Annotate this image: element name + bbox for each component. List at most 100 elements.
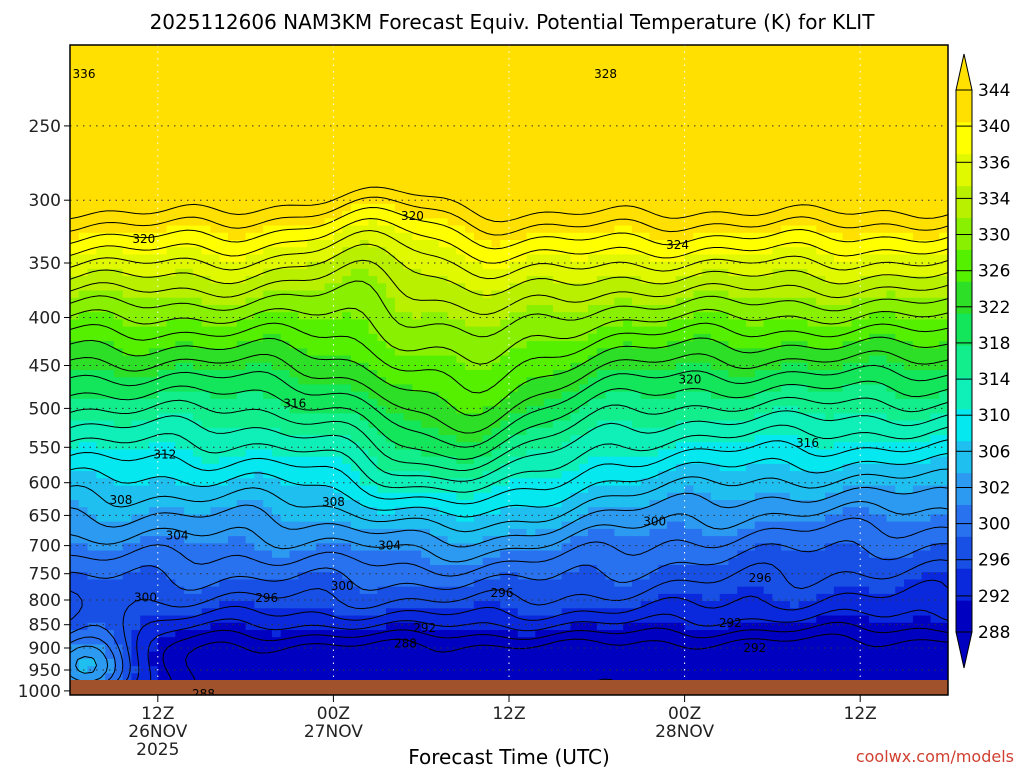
field-cell bbox=[500, 297, 510, 306]
field-cell bbox=[157, 203, 168, 212]
field-cell bbox=[561, 348, 572, 357]
field-cell bbox=[719, 146, 730, 154]
field-cell bbox=[772, 319, 782, 328]
field-cell bbox=[737, 95, 747, 104]
field-cell bbox=[465, 297, 475, 306]
field-cell bbox=[702, 175, 712, 183]
field-cell bbox=[702, 268, 712, 277]
field-cell bbox=[403, 283, 414, 292]
field-cell bbox=[535, 247, 545, 256]
field-cell bbox=[517, 117, 528, 126]
field-cell bbox=[333, 297, 343, 306]
field-cell bbox=[631, 45, 642, 53]
field-cell bbox=[667, 261, 677, 270]
field-cell bbox=[930, 66, 940, 75]
field-cell bbox=[825, 268, 835, 277]
field-cell bbox=[78, 355, 89, 364]
field-cell bbox=[851, 211, 861, 219]
field-cell bbox=[315, 81, 326, 89]
field-cell bbox=[289, 240, 299, 248]
field-cell bbox=[781, 59, 791, 68]
field-cell bbox=[359, 225, 370, 234]
field-cell bbox=[149, 45, 159, 53]
field-cell bbox=[96, 326, 106, 335]
field-cell bbox=[763, 59, 773, 68]
field-cell bbox=[693, 45, 703, 53]
field-cell bbox=[579, 88, 589, 97]
field-cell bbox=[754, 203, 765, 212]
field-cell bbox=[219, 131, 229, 140]
field-cell bbox=[447, 45, 457, 53]
field-cell bbox=[210, 196, 220, 205]
field-cell bbox=[333, 59, 343, 68]
field-cell bbox=[851, 153, 861, 162]
field-cell bbox=[271, 117, 282, 126]
field-cell bbox=[456, 45, 466, 53]
field-cell bbox=[342, 95, 352, 104]
temperature-fill bbox=[70, 45, 948, 695]
field-cell bbox=[763, 240, 773, 248]
field-cell bbox=[359, 261, 370, 270]
field-cell bbox=[236, 312, 247, 321]
field-cell bbox=[772, 182, 782, 191]
field-cell bbox=[113, 268, 124, 277]
field-cell bbox=[307, 110, 317, 118]
field-cell bbox=[131, 362, 141, 371]
field-cell bbox=[342, 153, 352, 162]
field-cell bbox=[429, 117, 440, 126]
field-cell bbox=[122, 146, 133, 154]
field-cell bbox=[667, 276, 677, 284]
field-cell bbox=[254, 52, 264, 61]
field-cell bbox=[482, 95, 493, 104]
field-cell bbox=[219, 312, 229, 321]
field-cell bbox=[693, 232, 703, 241]
field-cell bbox=[359, 247, 370, 256]
field-cell bbox=[105, 131, 115, 140]
field-cell bbox=[939, 110, 948, 118]
field-cell bbox=[895, 52, 905, 61]
field-cell bbox=[465, 283, 475, 292]
field-cell bbox=[763, 73, 773, 82]
field-cell bbox=[552, 138, 563, 147]
field-cell bbox=[429, 73, 440, 82]
field-cell bbox=[70, 218, 80, 227]
field-cell bbox=[447, 398, 457, 407]
field-cell bbox=[623, 88, 633, 97]
field-cell bbox=[201, 81, 212, 89]
field-cell bbox=[517, 240, 528, 248]
field-cell bbox=[113, 232, 124, 241]
field-cell bbox=[763, 196, 773, 205]
field-cell bbox=[377, 240, 387, 248]
field-cell bbox=[579, 167, 589, 176]
field-cell bbox=[825, 254, 835, 263]
field-cell bbox=[895, 131, 905, 140]
field-cell bbox=[693, 167, 703, 176]
field-cell bbox=[728, 218, 738, 227]
field-cell bbox=[122, 232, 133, 241]
field-cell bbox=[754, 247, 765, 256]
field-cell bbox=[675, 131, 686, 140]
field-cell bbox=[789, 196, 800, 205]
field-cell bbox=[825, 146, 835, 154]
field-cell bbox=[482, 73, 493, 82]
field-cell bbox=[552, 362, 563, 371]
field-cell bbox=[860, 297, 870, 306]
field-cell bbox=[588, 117, 598, 126]
field-cell bbox=[359, 312, 370, 321]
field-cell bbox=[482, 398, 493, 407]
field-cell bbox=[228, 312, 238, 321]
field-cell bbox=[412, 297, 422, 306]
field-cell bbox=[684, 232, 694, 241]
field-cell bbox=[509, 384, 519, 393]
field-cell bbox=[675, 88, 686, 97]
field-cell bbox=[465, 305, 475, 313]
field-cell bbox=[640, 88, 651, 97]
field-cell bbox=[579, 73, 589, 82]
field-cell bbox=[228, 297, 238, 306]
field-cell bbox=[807, 355, 817, 364]
field-cell bbox=[825, 66, 835, 75]
field-cell bbox=[807, 95, 817, 104]
field-cell bbox=[201, 240, 212, 248]
field-cell bbox=[113, 175, 124, 183]
field-cell bbox=[87, 326, 97, 335]
